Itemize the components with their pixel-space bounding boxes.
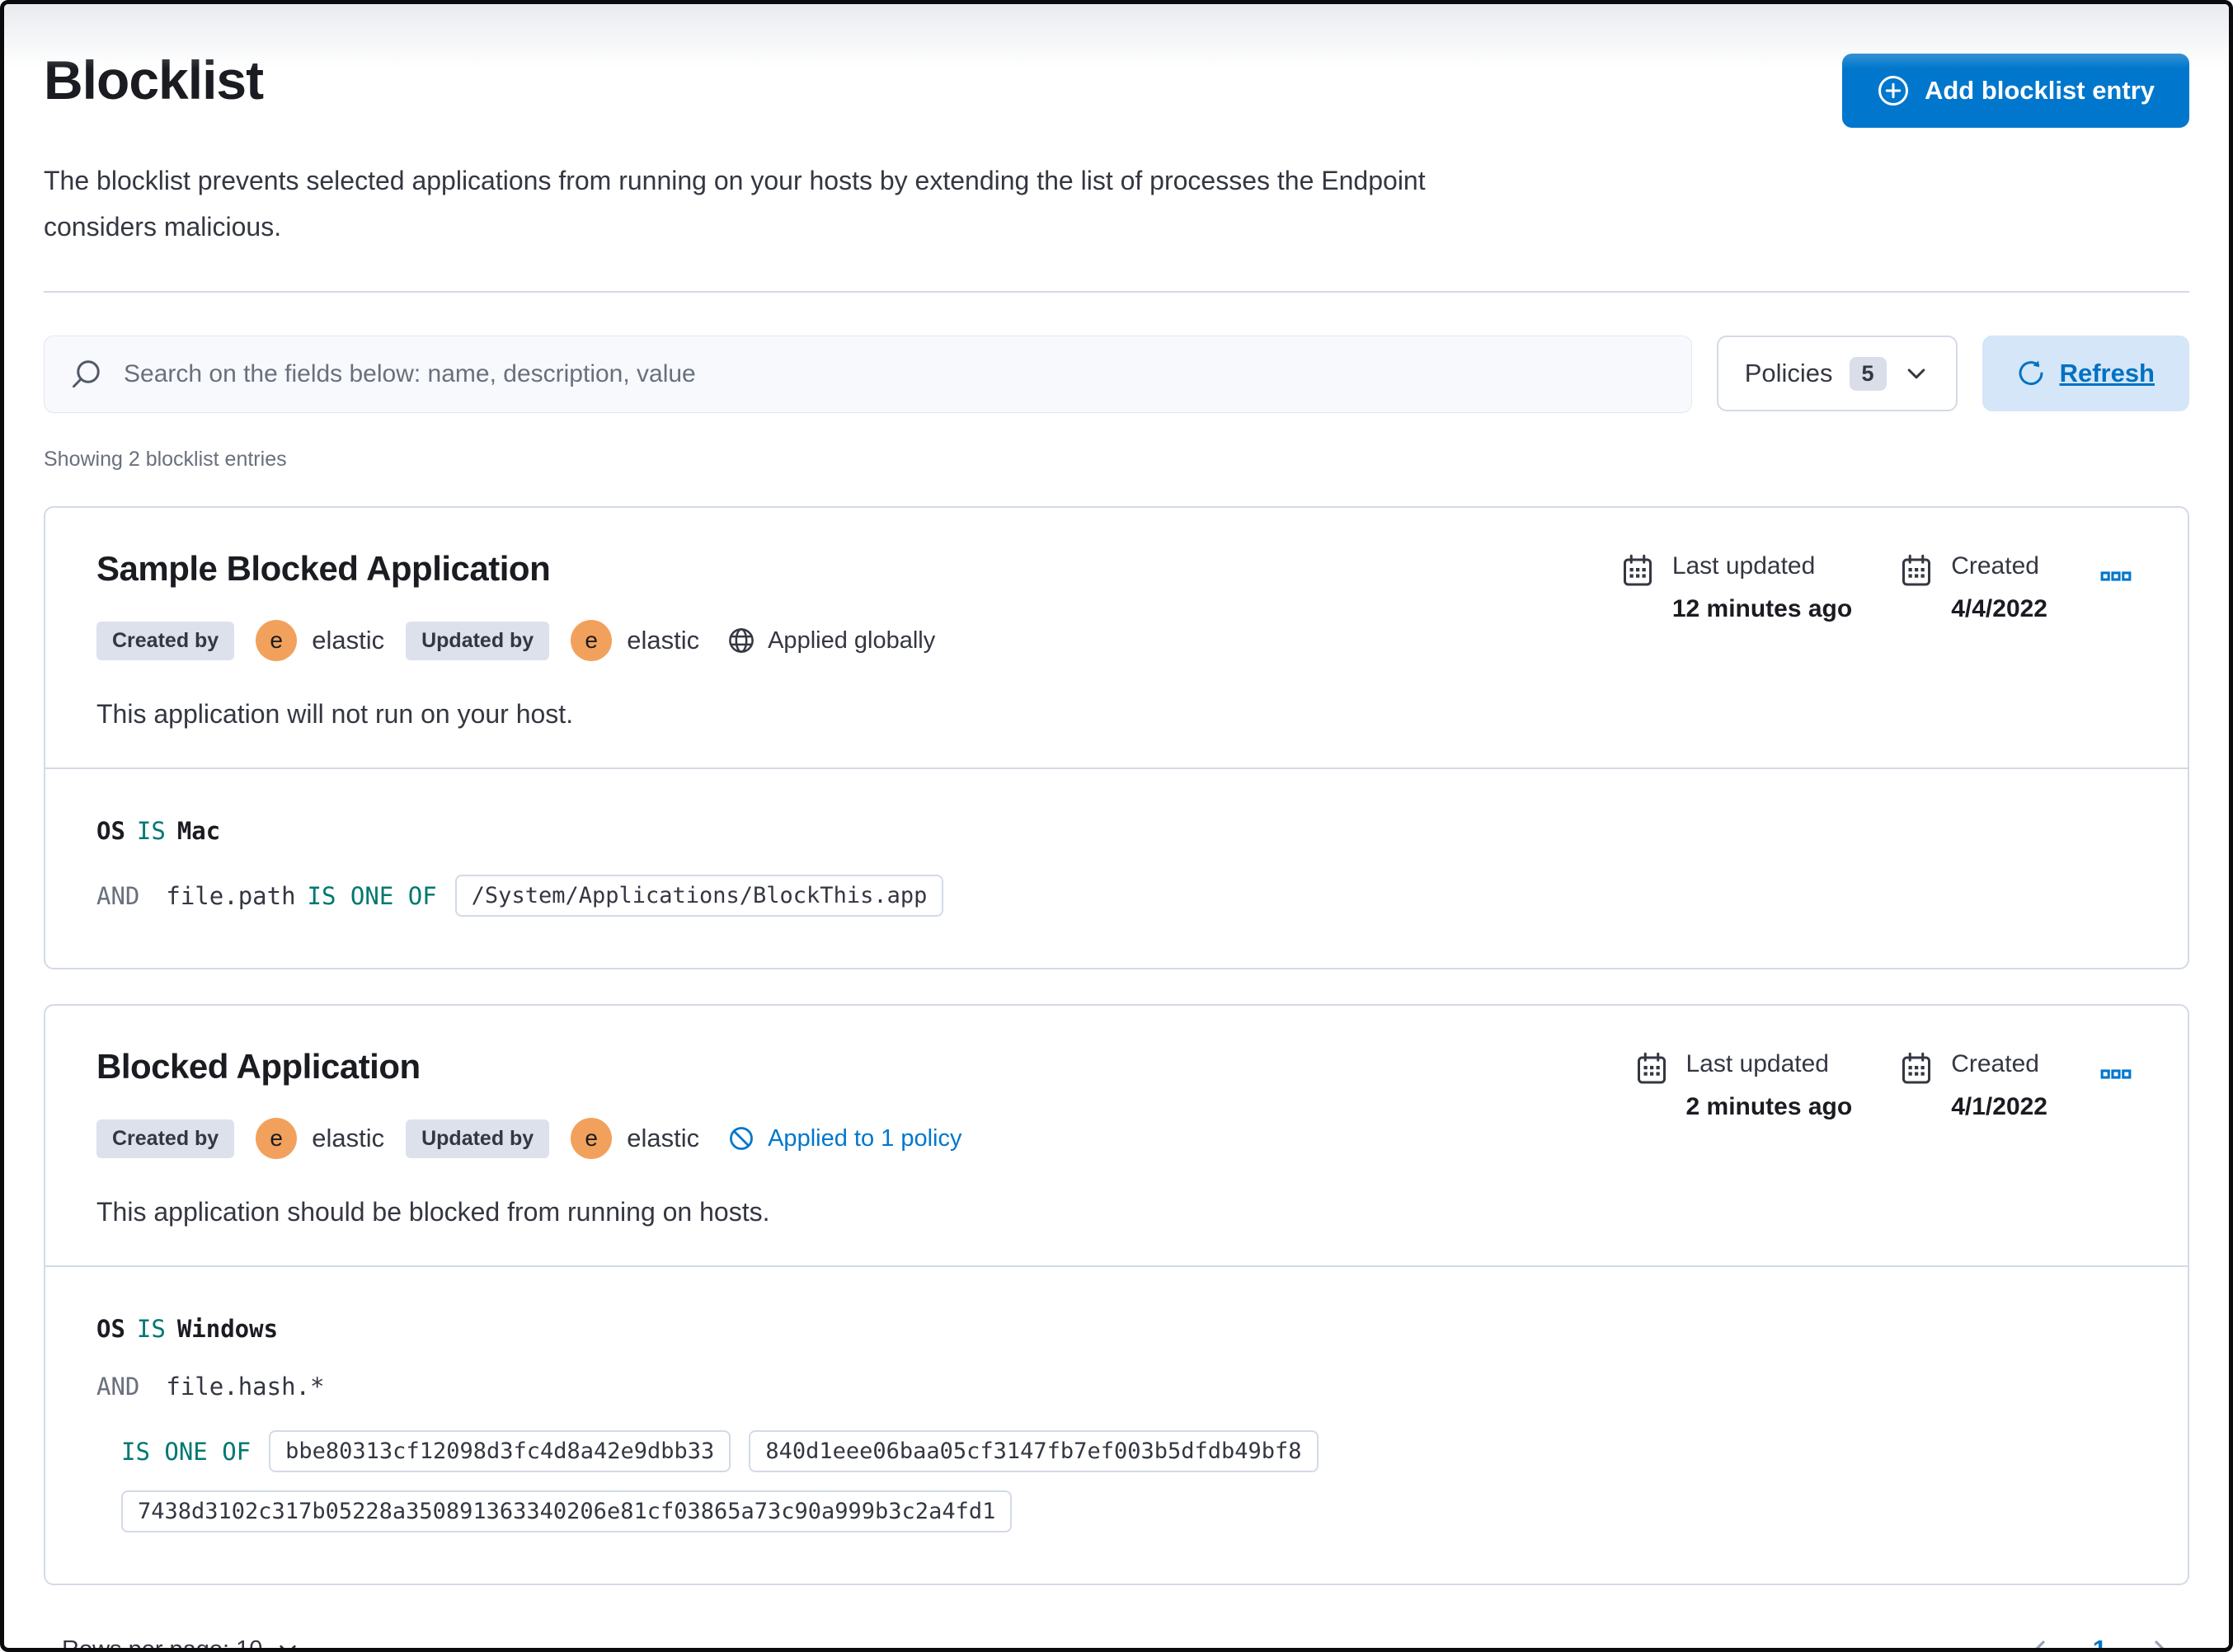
- results-count: Showing 2 blocklist entries: [44, 448, 287, 471]
- add-blocklist-entry-label: Add blocklist entry: [1924, 76, 2155, 105]
- updated-by-user: elastic: [627, 1124, 700, 1152]
- last-updated-label: Last updated: [1671, 552, 1816, 580]
- policies-label: Policies: [1744, 359, 1833, 387]
- toolbar: Policies 5 Refresh: [44, 336, 2189, 413]
- created-by-user: elastic: [312, 626, 385, 655]
- chevron-right-icon: [2146, 1636, 2173, 1648]
- blocklist-entry-card: Blocked Application Created by e elastic…: [44, 1004, 2189, 1585]
- criteria-os-value: Mac: [176, 817, 221, 845]
- entry-criteria: OS IS Mac AND file.path IS ONE OF /Syste…: [45, 767, 2188, 968]
- calendar-icon: [1900, 1050, 1933, 1121]
- created-by-badge: Created by: [96, 1119, 235, 1158]
- created-by-badge: Created by: [96, 621, 235, 660]
- created-by-user: elastic: [312, 1124, 385, 1152]
- criteria-value-pill: bbe80313cf12098d3fc4d8a42e9dbb33: [269, 1430, 731, 1472]
- boxes-horizontal-icon: [2100, 561, 2132, 592]
- calendar-icon: [1621, 552, 1654, 623]
- last-updated-meta: Last updated 2 minutes ago: [1635, 1050, 1853, 1121]
- criteria-field: file.path: [166, 881, 296, 910]
- blocklist-entry-card: Sample Blocked Application Created by e …: [44, 506, 2189, 969]
- previous-page-button[interactable]: [2024, 1633, 2057, 1648]
- criteria-value-pill: 7438d3102c317b05228a350891363340206e81cf…: [121, 1490, 1013, 1532]
- add-blocklist-entry-button[interactable]: Add blocklist entry: [1841, 54, 2189, 128]
- scope-label: Applied to 1 policy: [768, 1124, 962, 1152]
- entry-title: Sample Blocked Application: [96, 549, 551, 588]
- criteria-os-field: OS: [96, 817, 125, 845]
- entry-description: This application should be blocked from …: [96, 1197, 770, 1227]
- updated-by-badge: Updated by: [406, 621, 550, 660]
- boxes-horizontal-icon: [2100, 1058, 2132, 1090]
- entry-title: Blocked Application: [96, 1047, 421, 1086]
- entry-criteria: OS IS Windows AND file.hash.* IS ONE OF …: [45, 1265, 2188, 1584]
- page-number[interactable]: 1: [2092, 1635, 2107, 1652]
- criteria-operator: IS ONE OF: [121, 1437, 252, 1466]
- policies-count-badge: 5: [1849, 356, 1887, 391]
- avatar: e: [256, 1118, 298, 1159]
- refresh-icon: [2017, 359, 2045, 387]
- scope-applied-globally: Applied globally: [727, 627, 935, 655]
- avatar: e: [256, 620, 298, 661]
- criteria-os-operator: IS: [136, 817, 166, 845]
- entry-description: This application will not run on your ho…: [96, 699, 574, 729]
- entry-actions-menu-button[interactable]: [2095, 556, 2137, 597]
- criteria-operator: IS ONE OF: [307, 881, 437, 910]
- criteria-field: file.hash.*: [166, 1373, 325, 1401]
- plus-in-circle-icon: [1877, 74, 1910, 107]
- entry-actions-menu-button[interactable]: [2095, 1054, 2137, 1095]
- entry-meta: Last updated 2 minutes ago Created 4/1/2…: [1635, 1047, 2137, 1227]
- entry-meta: Last updated 12 minutes ago Created 4/4/…: [1621, 549, 2137, 730]
- last-updated-value: 2 minutes ago: [1685, 1093, 1853, 1120]
- search-box: [44, 336, 1692, 413]
- last-updated-meta: Last updated 12 minutes ago: [1621, 552, 1852, 623]
- scope-applied-policies-link[interactable]: Applied to 1 policy: [727, 1124, 961, 1152]
- chevron-left-icon: [2027, 1636, 2053, 1648]
- created-label: Created: [1951, 552, 2039, 580]
- last-updated-value: 12 minutes ago: [1671, 595, 1853, 622]
- partial-circle-icon: [727, 1124, 755, 1152]
- refresh-label: Refresh: [2059, 359, 2155, 387]
- rows-per-page-label: Rows per page: 10: [62, 1636, 263, 1652]
- pagination-footer: Rows per page: 10 1: [44, 1633, 2189, 1652]
- criteria-os-operator: IS: [136, 1315, 166, 1343]
- scope-label: Applied globally: [768, 627, 936, 654]
- updated-by-badge: Updated by: [406, 1119, 550, 1158]
- globe-icon: [727, 627, 755, 655]
- policies-filter-button[interactable]: Policies 5: [1716, 336, 1958, 411]
- chevron-down-icon: [275, 1637, 300, 1648]
- entry-header: Blocked Application Created by e elastic…: [96, 1047, 961, 1227]
- avatar: e: [571, 1118, 613, 1159]
- created-label: Created: [1951, 1050, 2039, 1077]
- page-header: Blocklist Add blocklist entry: [44, 49, 2189, 128]
- rows-per-page-button[interactable]: Rows per page: 10: [57, 1636, 305, 1652]
- created-meta: Created 4/1/2022: [1900, 1050, 2047, 1121]
- last-updated-label: Last updated: [1685, 1050, 1829, 1077]
- pagination: 1: [2024, 1633, 2176, 1652]
- criteria-os-value: Windows: [176, 1315, 279, 1343]
- created-meta: Created 4/4/2022: [1900, 552, 2047, 623]
- calendar-icon: [1635, 1050, 1668, 1121]
- created-value: 4/4/2022: [1951, 595, 2047, 622]
- page-title: Blocklist: [44, 49, 264, 110]
- criteria-value-pill: 840d1eee06baa05cf3147fb7ef003b5dfdb49bf8: [749, 1430, 1319, 1472]
- refresh-button[interactable]: Refresh: [1981, 336, 2189, 411]
- updated-by-user: elastic: [627, 626, 700, 655]
- criteria-value-pill: /System/Applications/BlockThis.app: [454, 875, 944, 917]
- search-input[interactable]: [122, 359, 1667, 389]
- created-value: 4/1/2022: [1951, 1093, 2047, 1120]
- chevron-down-icon: [1903, 360, 1930, 387]
- avatar: e: [571, 620, 613, 661]
- page-description: The blocklist prevents selected applicat…: [44, 166, 1426, 242]
- calendar-icon: [1900, 552, 1933, 623]
- criteria-conjunction: AND: [96, 881, 140, 910]
- entry-header: Sample Blocked Application Created by e …: [96, 549, 935, 730]
- criteria-conjunction: AND: [96, 1373, 140, 1401]
- criteria-os-field: OS: [96, 1315, 125, 1343]
- header-divider: [44, 291, 2189, 293]
- search-icon: [69, 358, 102, 391]
- next-page-button[interactable]: [2143, 1633, 2176, 1648]
